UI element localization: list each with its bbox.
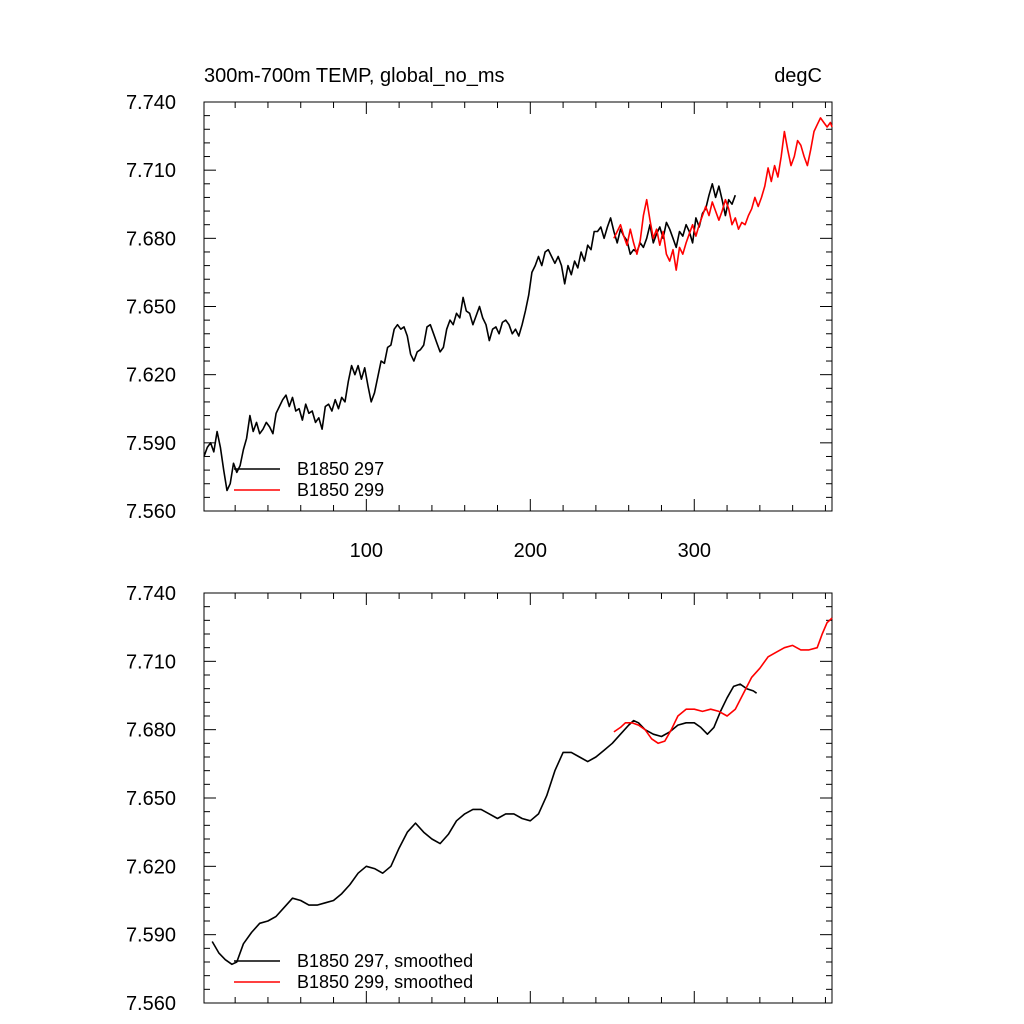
- legend-label: B1850 297, smoothed: [297, 951, 473, 971]
- x-tick-label: 100: [350, 540, 383, 562]
- y-tick-label: 7.740: [126, 583, 176, 605]
- x-axis: 100 200 300: [234, 102, 826, 562]
- y-axis: 7.740 7.710 7.680 7.650 7.620 7.590 7.560: [126, 583, 832, 1015]
- y-tick-label: 7.710: [126, 160, 176, 182]
- series-line-1: [203, 183, 737, 492]
- units-label: degC: [774, 65, 822, 87]
- y-axis: 7.740 7.710 7.680 7.650 7.620 7.590 7.560: [126, 92, 832, 523]
- y-tick-label: 7.680: [126, 720, 176, 742]
- chart-title: 300m-700m TEMP, global_no_ms: [204, 65, 505, 87]
- x-axis: [234, 593, 826, 1003]
- y-tick-label: 7.710: [126, 651, 176, 673]
- x-tick-label: 200: [514, 540, 547, 562]
- y-tick-label: 7.680: [126, 228, 176, 250]
- series-line-1: [211, 683, 758, 966]
- y-tick-label: 7.620: [126, 856, 176, 878]
- bottom-panel: 7.740 7.710 7.680 7.650 7.620 7.590 7.560 B1850…: [126, 583, 833, 1015]
- series-line-2: [613, 617, 833, 745]
- plot-frame: [203, 101, 833, 512]
- y-tick-label: 7.740: [126, 92, 176, 114]
- y-tick-label: 7.650: [126, 788, 176, 810]
- legend-label: B1850 297: [297, 459, 384, 479]
- y-tick-label: 7.560: [126, 993, 176, 1015]
- series-line-2: [613, 117, 833, 271]
- y-tick-label: 7.560: [126, 501, 176, 523]
- y-tick-label: 7.650: [126, 297, 176, 319]
- legend-label: B1850 299: [297, 480, 384, 500]
- legend-label: B1850 299, smoothed: [297, 972, 473, 992]
- plot-frame: [203, 592, 833, 1004]
- x-tick-label: 300: [678, 540, 711, 562]
- top-panel: 7.740 7.710 7.680 7.650 7.620 7.590 7.560 100 20…: [126, 92, 833, 562]
- y-tick-label: 7.620: [126, 365, 176, 387]
- y-tick-label: 7.590: [126, 433, 176, 455]
- y-tick-label: 7.590: [126, 925, 176, 947]
